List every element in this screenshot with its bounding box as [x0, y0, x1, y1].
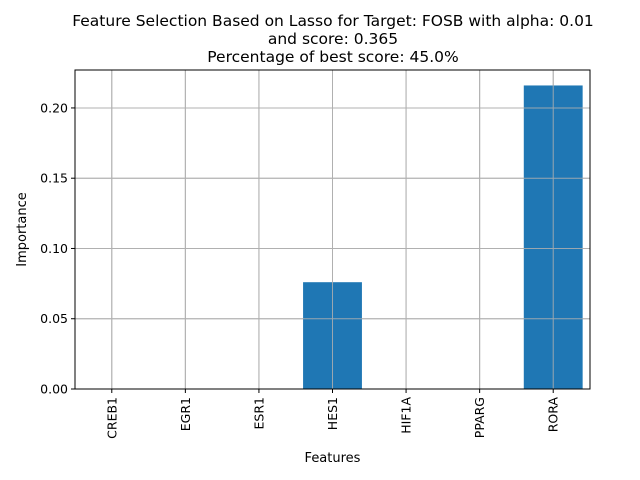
x-axis-label: Features — [305, 451, 361, 466]
x-tick-label: EGR1 — [178, 397, 193, 431]
grid-lines-over-bars — [75, 70, 590, 390]
chart-title-line-3: Percentage of best score: 45.0% — [207, 48, 459, 66]
y-axis-ticks: 0.00 0.05 0.10 0.15 0.20 — [40, 100, 75, 397]
x-tick-label: HIF1A — [399, 397, 414, 434]
x-tick-label: HES1 — [325, 397, 340, 430]
y-tick-label: 0.15 — [40, 171, 68, 186]
x-axis-ticks: CREB1 EGR1 ESR1 HES1 HIF1A PPARG RORA — [104, 389, 561, 439]
bars — [303, 85, 583, 389]
x-tick-label: PPARG — [472, 397, 487, 438]
chart-title-line-2: and score: 0.365 — [267, 30, 399, 48]
y-tick-label: 0.20 — [40, 100, 68, 115]
x-tick-label: RORA — [546, 397, 561, 433]
chart-title-line-1: Feature Selection Based on Lasso for Tar… — [72, 12, 594, 30]
y-axis-label: Importance — [15, 192, 30, 267]
y-tick-label: 0.10 — [40, 241, 68, 256]
y-tick-label: 0.05 — [40, 311, 68, 326]
x-tick-label: CREB1 — [104, 397, 119, 439]
y-tick-label: 0.00 — [40, 382, 68, 397]
x-tick-label: ESR1 — [251, 397, 266, 429]
